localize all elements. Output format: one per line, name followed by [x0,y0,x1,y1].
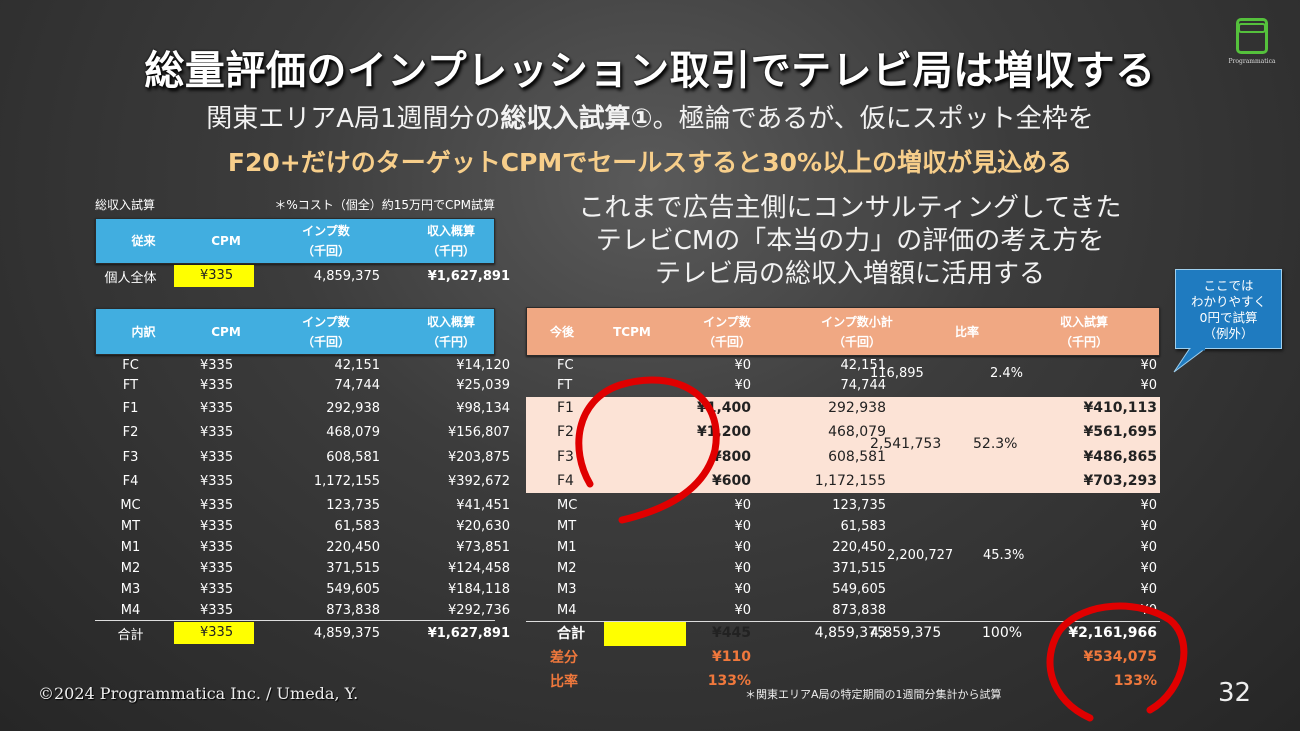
table-row: FT ¥335 74,744 ¥25,039 [122,377,510,393]
table-row: MC ¥0 123,735 ¥0 [557,497,1157,513]
table-row: FC ¥0 42,151 ¥0 [557,357,1157,373]
slide-subtitle: 関東エリアA局1週間分の総収入試算①。極論であるが、仮にスポット全枠を [0,98,1300,135]
header-cell: 収入概算 （千円） [426,314,475,349]
subtitle-prefix: 関東エリアA局1週間分の [206,104,501,134]
total-divider [95,620,495,621]
header-cell: CPM [211,324,241,339]
table-row: MT ¥335 61,583 ¥20,630 [120,518,510,534]
table-row: M3 ¥0 549,605 ¥0 [557,581,1157,597]
table-row: F3 ¥800 608,581 ¥486,865 [557,449,1157,465]
table-row: M4 ¥335 873,838 ¥292,736 [120,602,510,618]
logo-text: Programmatica [1228,58,1276,65]
table-row: F2 ¥1,200 468,079 ¥561,695 [557,424,1157,440]
future-table-header: 今後 TCPM インプ数 （千回） インプ数小計 （千回） 比率 収入試算 （千円） [526,307,1160,356]
subtitle-suffix: 。極論であるが、仮にスポット全枠を [652,104,1094,134]
table-row: FT ¥0 74,744 ¥0 [557,377,1157,393]
table-row: M1 ¥0 220,450 ¥0 [557,539,1157,555]
breakdown-table-header: 内訳 CPM インプ数 （千回） 収入概算 （千円） [95,308,495,355]
total-tcpm-highlight [604,622,686,646]
left-table-caption: 総収入試算 [95,198,156,212]
header-cell: インプ数 （千回） [301,224,350,258]
slide-title: 総量評価のインプレッション取引でテレビ局は増収する [144,48,1156,94]
header-cell: 内訳 [131,324,156,339]
header-cell: インプ数 （千回） [301,314,350,349]
table-row: MC ¥335 123,735 ¥41,451 [120,497,510,513]
subtotal-ratio-f1-f4: 52.3% [973,436,1018,452]
table-row: F2 ¥335 468,079 ¥156,807 [122,424,510,440]
table-row: F1 ¥1,400 292,938 ¥410,113 [557,400,1157,416]
subtotal-ratio-m: 45.3% [983,548,1025,563]
table-row: F1 ¥335 292,938 ¥98,134 [122,400,510,416]
explanation-text: これまで広告主側にコンサルティングしてきた テレビCMの「本当の力」の評価の考え… [578,193,1122,289]
header-cell: 収入概算 （千円） [426,224,475,258]
total-divider [526,621,1160,622]
subtitle-bold: 総収入試算① [500,104,653,134]
table-row: F3 ¥335 608,581 ¥203,875 [122,449,510,465]
total-row: 合計 ¥445 4,859,375 ¥2,161,966 [557,625,1157,642]
table-row: M1 ¥335 220,450 ¥73,851 [120,539,510,555]
subtotal-imp-f1-f4: 2,541,753 [870,436,942,452]
total-subtotal: 4,859,375 [870,625,942,641]
header-cell: CPM [211,234,241,248]
callout-note: ここでは わかりやすく 0円で試算 （例外） [1175,269,1282,349]
table-row: M2 ¥335 371,515 ¥124,458 [120,560,510,576]
footnote: ＊関東エリアA局の特定期間の1週間分集計から試算 [745,688,1002,701]
header-cell: 従来 [131,234,156,248]
table-row: F4 ¥600 1,172,155 ¥703,293 [557,473,1157,489]
table-row: F4 ¥335 1,172,155 ¥392,672 [122,473,510,489]
subtotal-imp-m: 2,200,727 [887,548,954,563]
table-row: M2 ¥0 371,515 ¥0 [557,560,1157,576]
table-row: M4 ¥0 873,838 ¥0 [557,602,1157,618]
total-row: 合計 ¥335 4,859,375 ¥1,627,891 [95,622,510,644]
left-table-note: ＊%コスト（個全）約15万円でCPM試算 [274,198,495,212]
table-row: 個人全体 ¥335 4,859,375 ¥1,627,891 [95,265,510,287]
table-row: M3 ¥335 549,605 ¥184,118 [120,581,510,597]
table-row: MT ¥0 61,583 ¥0 [557,518,1157,534]
copyright: ©2024 Programmatica Inc. / Umeda, Y. [38,684,359,703]
conventional-table-header: 従来 CPM インプ数 （千回） 収入概算 （千円） [95,218,495,264]
total-ratio: 100% [982,625,1023,641]
programmatica-logo-icon [1236,18,1268,54]
slide-highlight-subtitle: F20+だけのターゲットCPMでセールスすると30%以上の増収が見込める [227,148,1073,177]
subtotal-ratio-fc-ft: 2.4% [990,366,1024,381]
page-number: 32 [1218,678,1252,708]
table-row: FC ¥335 42,151 ¥14,120 [122,357,510,373]
subtotal-imp-fc-ft: 116,895 [870,366,924,381]
callout-tail-icon [1173,348,1207,373]
diff-row: 差分 ¥110 ¥534,075 [550,649,1157,666]
